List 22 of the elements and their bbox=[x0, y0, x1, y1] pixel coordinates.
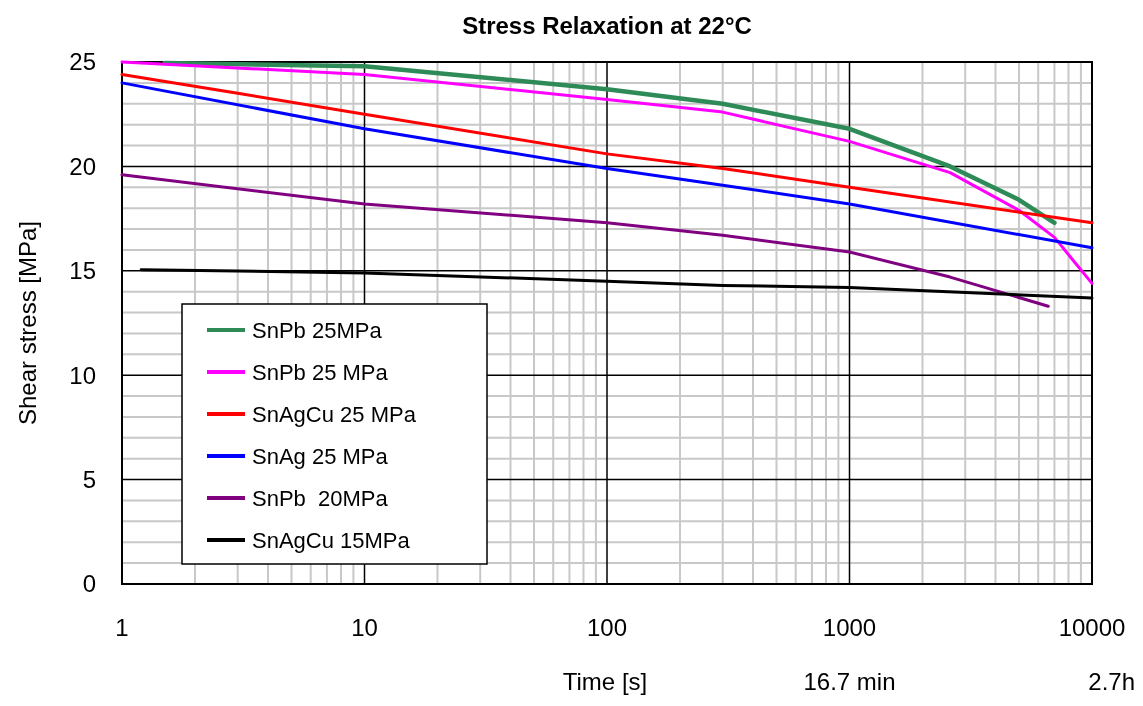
y-tick-label: 0 bbox=[82, 570, 96, 598]
legend-label: SnPb 20MPa bbox=[252, 485, 389, 511]
x-tick-label: 100 bbox=[586, 614, 628, 641]
y-tick-label: 15 bbox=[69, 257, 96, 285]
y-tick-label: 25 bbox=[69, 48, 96, 76]
y-tick-label: 10 bbox=[69, 361, 96, 389]
legend-label: SnPb 25MPa bbox=[252, 317, 383, 343]
x-axis-title: Time [s] bbox=[562, 668, 648, 695]
y-axis-title: Shear stress [MPa] bbox=[14, 220, 41, 426]
text: 2.7h bbox=[1088, 668, 1135, 695]
x-tick-label: 10000 bbox=[1058, 614, 1126, 641]
y-tick-label: 20 bbox=[69, 152, 96, 180]
y-tick-label: 5 bbox=[82, 466, 96, 493]
legend-label: SnAg 25 MPa bbox=[252, 443, 389, 469]
x-tick-label: 1000 bbox=[822, 614, 877, 641]
legend-label: SnPb 25 MPa bbox=[252, 359, 389, 385]
x-tick-label: 10 bbox=[351, 614, 378, 641]
legend-label: SnAgCu 15MPa bbox=[252, 527, 411, 553]
x-tick-label: 1 bbox=[115, 614, 129, 641]
legend-label: SnAgCu 25 MPa bbox=[252, 401, 417, 427]
text: 16.7 min bbox=[803, 668, 896, 695]
chart-title: Stress Relaxation at 22°C bbox=[462, 12, 752, 39]
